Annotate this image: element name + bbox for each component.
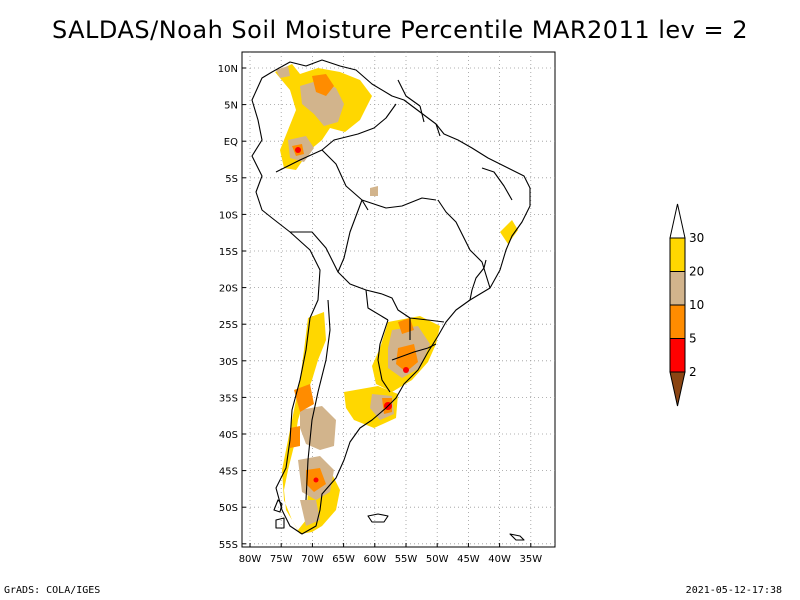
colorbar-box xyxy=(669,237,686,272)
longitude-label: 65W xyxy=(332,554,355,565)
longitude-label: 55W xyxy=(395,554,418,565)
latitude-label: 55S xyxy=(219,540,238,551)
latitude-label: 25S xyxy=(219,320,238,331)
longitude-label: 40W xyxy=(488,554,511,565)
colorbar-box xyxy=(669,304,686,339)
colorbar: 2 5 10 20 30 xyxy=(669,203,704,407)
colorbar-max-triangle xyxy=(669,203,686,239)
longitude-label: 50W xyxy=(426,554,449,565)
colorbar-level-label: 2 xyxy=(689,365,697,379)
colorbar-box xyxy=(669,271,686,306)
latitude-tick-labels: 10N 5N EQ 5S 10S 15S 20S 25S 30S 35S 40S 45S 50S 55S xyxy=(218,64,246,551)
colorbar-level-label: 20 xyxy=(689,265,704,279)
latitude-label: 30S xyxy=(219,357,238,368)
longitude-label: 75W xyxy=(270,554,293,565)
colorbar-level-label: 5 xyxy=(689,332,697,346)
latitude-label: 35S xyxy=(219,393,238,404)
latitude-label: 5S xyxy=(225,174,238,185)
colorbar-level-label: 10 xyxy=(689,298,704,312)
map-frame xyxy=(241,51,556,548)
latitude-label: 10S xyxy=(219,210,238,221)
latitude-label: 5N xyxy=(224,101,238,112)
colorbar-level-label: 30 xyxy=(689,231,704,245)
latitude-label: 50S xyxy=(219,503,238,514)
longitude-label: 45W xyxy=(457,554,480,565)
colorbar-min-triangle xyxy=(669,371,686,407)
latitude-label: 40S xyxy=(219,430,238,441)
map-title: SALDAS/Noah Soil Moisture Percentile MAR… xyxy=(51,16,749,44)
latitude-label: 45S xyxy=(219,467,238,478)
longitude-label: 70W xyxy=(301,554,324,565)
footer-credit: GrADS: COLA/IGES xyxy=(4,585,101,596)
longitude-label: 80W xyxy=(239,554,262,565)
coastline-and-borders xyxy=(251,59,531,541)
longitude-label: 35W xyxy=(519,554,542,565)
colorbar-box xyxy=(669,338,686,373)
latitude-label: 20S xyxy=(219,284,238,295)
latitude-label: 10N xyxy=(218,64,238,75)
footer-timestamp: 2021-05-12-17:38 xyxy=(685,585,782,596)
soil-moisture-shading xyxy=(275,64,518,534)
longitude-tick-labels: 80W 75W 70W 65W 60W 55W 50W 45W 40W 35W xyxy=(239,543,542,565)
longitude-label: 60W xyxy=(363,554,386,565)
latitude-label: 15S xyxy=(219,247,238,258)
latitude-label: EQ xyxy=(224,137,238,148)
